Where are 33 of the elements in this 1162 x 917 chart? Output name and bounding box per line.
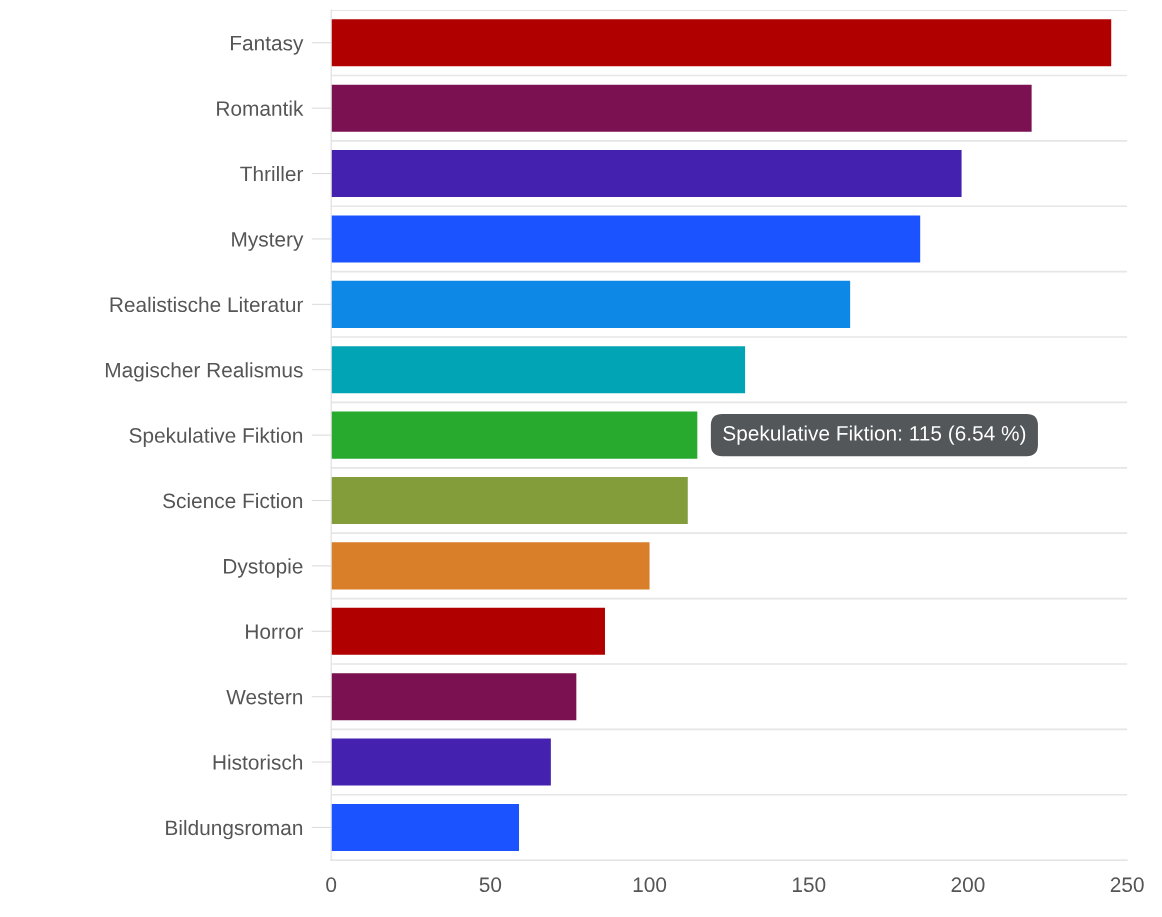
y-tick-label: Dystopie bbox=[224, 558, 303, 578]
x-tick-label: 0 bbox=[326, 877, 337, 893]
bar bbox=[331, 215, 921, 263]
bar bbox=[331, 280, 851, 328]
bar bbox=[331, 476, 688, 525]
bar bbox=[331, 411, 698, 459]
y-tick-label: Fantasy bbox=[231, 36, 304, 55]
bar bbox=[331, 19, 1112, 67]
x-tick-label: 50 bbox=[479, 877, 502, 893]
y-tick-label: Science Fiction bbox=[163, 492, 303, 509]
x-tick-label: 200 bbox=[951, 877, 985, 893]
y-tick-label: Historisch bbox=[213, 754, 303, 770]
annotation: Spekulative Fiktion: 115 (6.54 %) bbox=[723, 425, 1026, 445]
x-tick-label: 100 bbox=[633, 877, 667, 893]
bar bbox=[331, 346, 746, 394]
y-tick-label: Mystery bbox=[232, 232, 304, 251]
x-tick-label: 150 bbox=[792, 877, 826, 893]
y-tick-label: Romantik bbox=[217, 100, 304, 116]
bar bbox=[331, 607, 605, 655]
bar bbox=[331, 84, 1032, 132]
y-tick-label: Spekulative Fiktion bbox=[129, 427, 303, 447]
y-tick-label: Horror bbox=[246, 624, 304, 640]
y-tick-label: Magischer Realismus bbox=[105, 362, 303, 382]
y-tick-label: Thriller bbox=[240, 166, 304, 182]
x-tick-label: 250 bbox=[1110, 877, 1144, 893]
y-tick-label: Realistische Literatur bbox=[110, 296, 304, 313]
y-tick-label: Bildungsroman bbox=[166, 819, 303, 840]
bar bbox=[331, 150, 962, 198]
bar bbox=[331, 803, 520, 851]
y-tick-label: Western bbox=[226, 689, 303, 705]
bar bbox=[331, 673, 577, 721]
bar bbox=[331, 738, 551, 786]
bar bbox=[331, 542, 650, 590]
